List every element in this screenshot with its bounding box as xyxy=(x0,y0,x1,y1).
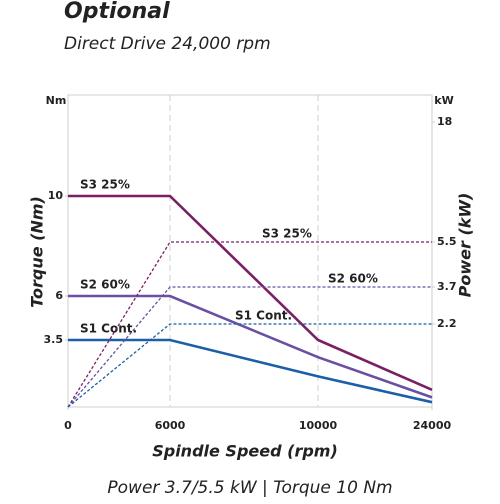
y-tick-label: 10 xyxy=(48,189,64,202)
x-tick-label: 10000 xyxy=(299,419,338,432)
x-tick-label: 0 xyxy=(64,419,72,432)
series-label: S2 60% xyxy=(80,278,130,292)
y-tick-label: 6 xyxy=(55,289,63,302)
chart-subtitle: Direct Drive 24,000 rpm xyxy=(64,34,271,54)
plot-frame xyxy=(67,94,433,408)
torque-line xyxy=(68,294,433,399)
series-label: S3 25% xyxy=(262,227,312,241)
power-line xyxy=(67,241,432,408)
x-axis-label: Spindle Speed (rpm) xyxy=(152,442,338,461)
y2-tick-label: 5.5 xyxy=(437,235,457,248)
y2-tick-label: 2.2 xyxy=(437,317,457,330)
y2-axis-label: Power (kW) xyxy=(456,193,475,298)
series-label: S1 Cont. xyxy=(235,309,292,323)
y-axis-label: Torque (Nm) xyxy=(28,196,47,308)
power-line xyxy=(67,323,432,408)
power-line xyxy=(67,286,432,408)
series-label: S1 Cont. xyxy=(80,322,137,336)
y2-tick-label: 3.7 xyxy=(437,280,457,293)
torque-line xyxy=(68,338,433,404)
x-tick-label: 6000 xyxy=(155,419,186,432)
y2-tick-label: 18 xyxy=(437,115,452,128)
torque-line xyxy=(68,194,433,391)
y2-unit: kW xyxy=(434,94,453,107)
y-tick-label: 3.5 xyxy=(44,333,64,346)
series-label: S3 25% xyxy=(80,178,130,192)
chart-title: Optional xyxy=(64,0,170,24)
x-tick-label: 24000 xyxy=(413,419,452,432)
y-unit: Nm xyxy=(46,94,67,107)
caption: Power 3.7/5.5 kW | Torque 10 Nm xyxy=(107,478,392,498)
series-label: S2 60% xyxy=(328,272,378,286)
